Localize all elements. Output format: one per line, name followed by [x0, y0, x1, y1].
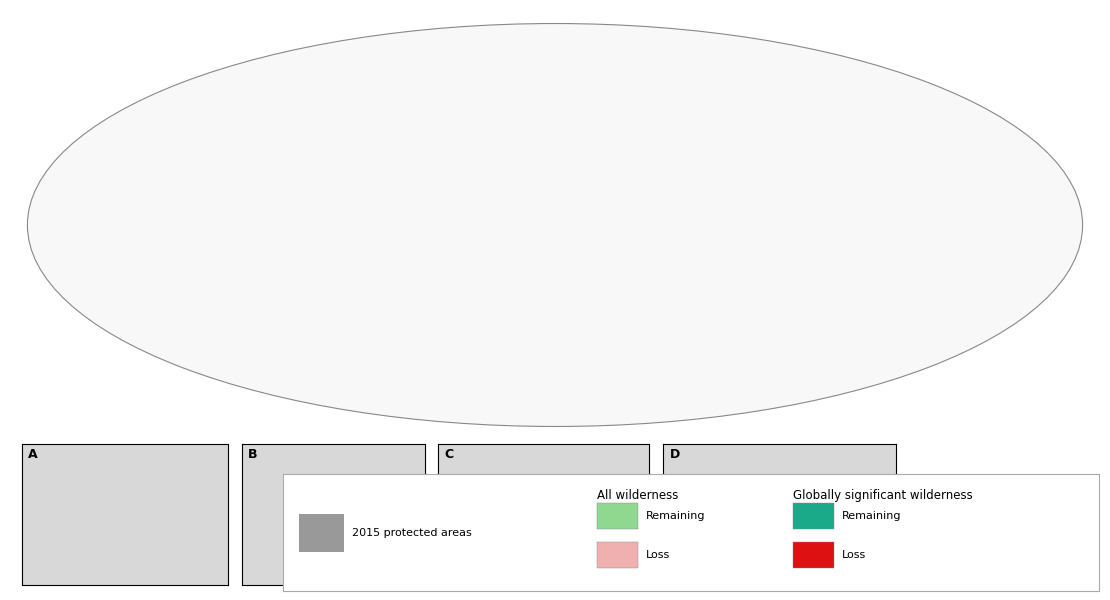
Text: B: B: [248, 448, 258, 461]
Text: 2015 protected areas: 2015 protected areas: [352, 527, 472, 538]
Bar: [793, 503, 834, 529]
Bar: [793, 542, 834, 568]
Bar: [597, 503, 638, 529]
Text: All wilderness: All wilderness: [597, 488, 678, 502]
Bar: [300, 514, 344, 553]
Text: Remaining: Remaining: [841, 511, 901, 521]
Text: Loss: Loss: [841, 550, 866, 560]
Text: D: D: [669, 448, 680, 461]
Bar: [597, 542, 638, 568]
Text: Globally significant wilderness: Globally significant wilderness: [793, 488, 972, 502]
Text: Remaining: Remaining: [646, 511, 706, 521]
Text: A: A: [29, 448, 38, 461]
Ellipse shape: [28, 23, 1082, 427]
Text: C: C: [445, 448, 454, 461]
Text: Loss: Loss: [646, 550, 670, 560]
